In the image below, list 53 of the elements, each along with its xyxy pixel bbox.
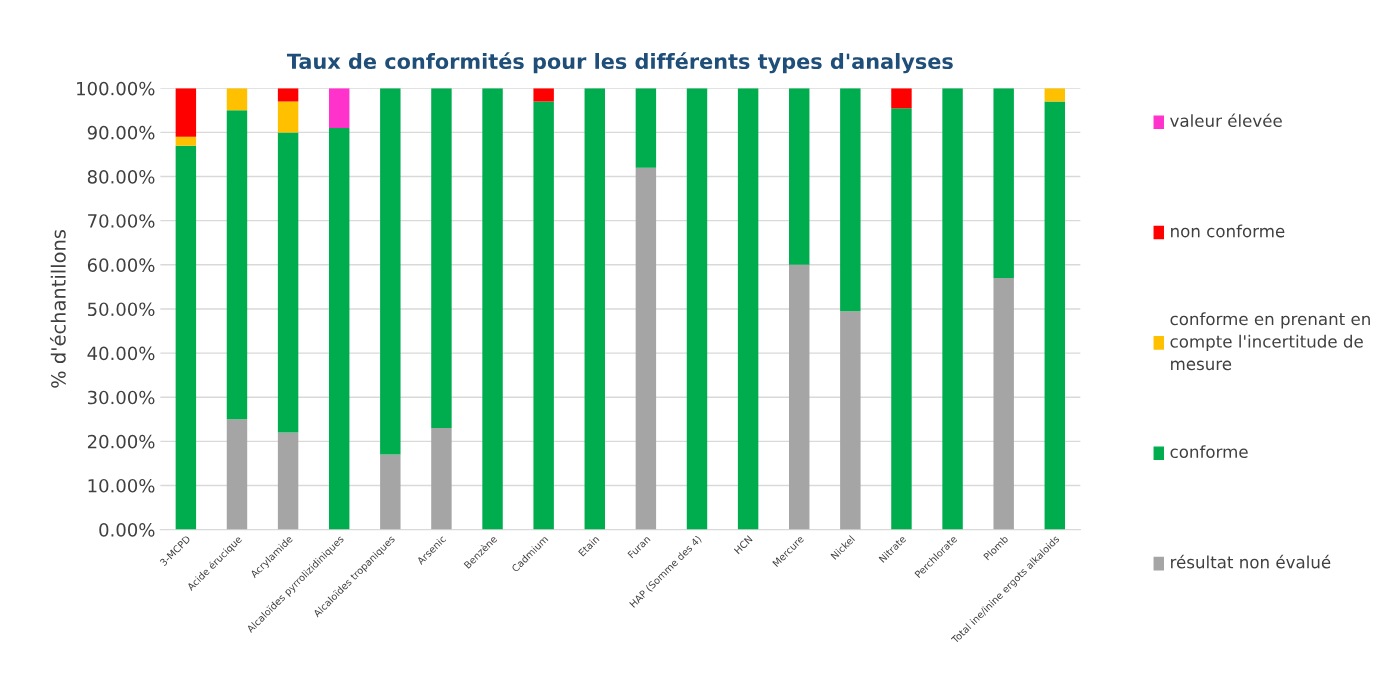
y-tick-label: 70.00% bbox=[88, 214, 155, 228]
legend-label: non conforme bbox=[1171, 224, 1285, 238]
bar bbox=[1044, 101, 1066, 530]
bar bbox=[993, 88, 1014, 279]
y-tick-label: 30.00% bbox=[87, 390, 155, 405]
bar bbox=[993, 278, 1014, 530]
bar bbox=[584, 88, 605, 530]
bar bbox=[891, 88, 912, 109]
legend-label: valeur élevée bbox=[1170, 113, 1282, 128]
bar bbox=[431, 88, 452, 429]
legend-label: résultat non évalué bbox=[1171, 554, 1331, 569]
bar bbox=[226, 88, 248, 111]
bar bbox=[891, 108, 912, 530]
y-tick-label: 10.00% bbox=[88, 478, 155, 493]
bar bbox=[175, 136, 197, 146]
bar bbox=[840, 311, 861, 530]
bar bbox=[737, 88, 759, 530]
bar bbox=[789, 88, 810, 265]
bar bbox=[533, 88, 554, 102]
bar bbox=[226, 110, 248, 420]
bar bbox=[380, 88, 401, 455]
bar bbox=[277, 88, 299, 102]
legend-label: conforme bbox=[1170, 445, 1248, 459]
bar bbox=[277, 132, 299, 433]
bar bbox=[942, 88, 963, 530]
y-tick-label: 0.00% bbox=[99, 523, 155, 537]
bar bbox=[328, 127, 350, 530]
y-tick-label: 100.00% bbox=[77, 81, 155, 96]
bar bbox=[431, 428, 452, 530]
bar bbox=[789, 264, 810, 530]
bar bbox=[686, 88, 708, 530]
y-tick-label: 50.00% bbox=[88, 302, 155, 317]
bar bbox=[277, 432, 299, 530]
bar bbox=[533, 101, 554, 530]
y-axis-title: % d'échantillons bbox=[49, 230, 66, 388]
y-tick-label: 40.00% bbox=[87, 346, 155, 361]
bar bbox=[635, 88, 657, 168]
y-tick-label: 80.00% bbox=[87, 170, 155, 184]
y-tick-label: 20.00% bbox=[87, 434, 155, 449]
bar bbox=[175, 145, 197, 530]
legend-label: conforme en prenant en compte l'incertitude de mesure bbox=[1170, 312, 1370, 371]
bar bbox=[635, 167, 657, 530]
bar bbox=[380, 454, 401, 530]
bar bbox=[226, 419, 248, 530]
bar bbox=[840, 88, 861, 312]
bar bbox=[328, 88, 350, 128]
bar bbox=[1044, 88, 1066, 102]
bar bbox=[277, 101, 299, 133]
chart-title: Taux de conformités pour les différents types d'analyses bbox=[286, 52, 953, 74]
y-tick-label: 60.00% bbox=[87, 258, 155, 272]
bar bbox=[175, 88, 197, 137]
bar bbox=[482, 88, 503, 530]
y-tick-label: 90.00% bbox=[87, 125, 155, 140]
